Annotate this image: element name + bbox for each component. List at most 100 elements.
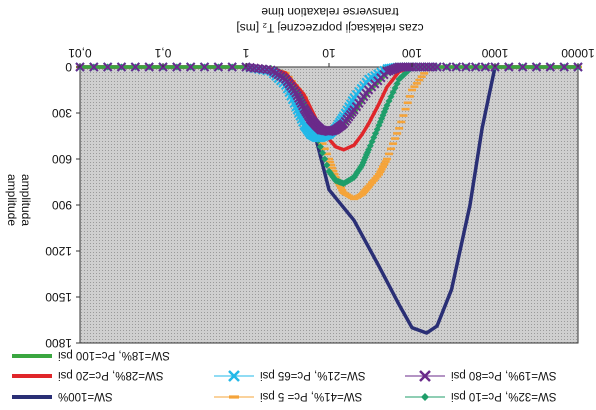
data-point	[327, 163, 336, 167]
data-point	[420, 72, 429, 75]
data-point	[399, 114, 408, 117]
legend-swatch	[228, 370, 240, 382]
data-point	[116, 62, 127, 72]
series-layer	[75, 62, 583, 335]
data-point	[185, 62, 196, 72]
x-tick-label: 1	[242, 46, 249, 60]
data-point	[172, 62, 182, 72]
data-point	[451, 62, 462, 72]
data-point	[517, 62, 528, 72]
legend-label: SW=19%, Pc=80 psi	[451, 369, 556, 381]
data-point	[328, 166, 337, 170]
data-point	[412, 82, 421, 85]
x-axis-title: transverse relaxation time czas relaksac…	[236, 5, 423, 35]
data-point	[410, 85, 419, 88]
data-point	[377, 167, 386, 171]
legend-swatch	[419, 370, 431, 382]
data-point	[364, 185, 373, 188]
tick-layer: 0,01 0,1 1 10 100 1000 10000 0 300 600 900 1200 1500…	[45, 46, 595, 350]
legend-label: SW=28%, Pc=20 psi	[58, 369, 163, 381]
data-point	[545, 62, 556, 72]
y-tick-label: 1800	[45, 336, 72, 350]
legend-entry: SW=19%, Pc=80 psi	[405, 369, 556, 382]
data-point	[383, 157, 392, 161]
y-tick-label: 0	[65, 60, 72, 74]
data-point	[401, 107, 410, 111]
y-tick-label: 1200	[45, 244, 72, 258]
data-point	[461, 62, 471, 72]
data-point	[325, 157, 333, 161]
data-point	[329, 169, 338, 173]
legend-entry: SW=32%, Pc=10 psi	[405, 390, 556, 402]
data-point	[321, 155, 329, 163]
data-point	[381, 160, 390, 163]
data-point	[504, 62, 514, 72]
data-point	[322, 152, 331, 156]
data-point	[403, 101, 412, 105]
x-tick-label: 100	[402, 46, 422, 60]
y-tick-label: 300	[52, 106, 72, 120]
data-point	[441, 62, 452, 72]
legend-entry: SW=100%	[12, 390, 113, 402]
data-point	[326, 160, 335, 164]
x-tick-label: 10	[322, 46, 336, 60]
data-point	[373, 125, 381, 133]
data-point	[405, 95, 414, 98]
data-point	[374, 173, 383, 176]
data-point	[387, 147, 396, 151]
x-axis-title-line-2: czas relaksacji poprzecznej T₂ [ms]	[236, 21, 423, 35]
data-point	[338, 188, 347, 192]
y-tick-label: 900	[52, 198, 72, 212]
plot-area	[79, 66, 579, 344]
legend-swatch	[421, 393, 429, 401]
data-point	[368, 181, 377, 184]
data-point	[397, 120, 406, 124]
data-point	[378, 165, 387, 168]
data-point	[417, 75, 426, 79]
data-point	[559, 62, 569, 72]
data-point	[336, 186, 345, 189]
data-point	[432, 62, 442, 72]
data-point	[391, 137, 400, 140]
x-axis-title-line-1: transverse relaxation time	[261, 5, 399, 19]
data-point	[369, 179, 378, 182]
legend-label: SW=18%, Pc=100 psi	[58, 349, 170, 361]
data-point	[318, 142, 327, 145]
x-tick-label: 1000	[481, 46, 508, 60]
legend-entry: SW=18%, Pc=100 psi	[12, 349, 170, 361]
data-point	[320, 147, 329, 151]
legend-label: SW=21%, Pc=65 psi	[260, 369, 365, 381]
data-point	[373, 175, 382, 178]
data-point	[227, 62, 237, 72]
data-point	[319, 149, 327, 157]
data-point	[395, 127, 404, 130]
data-point	[102, 62, 113, 72]
legend-entry: SW=41%, Pc= 5 psi	[214, 390, 362, 402]
data-point	[376, 170, 385, 174]
data-point	[385, 152, 394, 156]
y-axis-title-line-1: amplitude	[5, 174, 19, 226]
y-tick-label: 1500	[45, 290, 72, 304]
data-point	[199, 62, 210, 72]
x-tick-label: 0,01	[68, 46, 92, 60]
data-point	[213, 62, 224, 72]
data-point	[408, 88, 416, 92]
data-point	[480, 62, 491, 72]
series-5	[75, 62, 583, 137]
data-point	[323, 161, 331, 169]
legend: SW=18%, Pc=100 psi SW=28%, Pc=20 psi SW=10…	[12, 349, 556, 402]
data-point	[366, 183, 375, 186]
y-tick-label: 600	[52, 152, 72, 166]
data-point	[389, 142, 398, 145]
data-point	[380, 162, 389, 166]
data-point	[470, 62, 481, 72]
data-point	[415, 78, 424, 82]
x-tick-label: 10000	[561, 46, 595, 60]
legend-label: SW=100%	[58, 390, 113, 402]
data-point	[531, 62, 542, 72]
data-point	[371, 177, 380, 180]
data-point	[89, 62, 99, 72]
data-point	[393, 132, 402, 135]
legend-swatch	[229, 395, 239, 399]
legend-label: SW=32%, Pc=10 psi	[451, 390, 556, 402]
